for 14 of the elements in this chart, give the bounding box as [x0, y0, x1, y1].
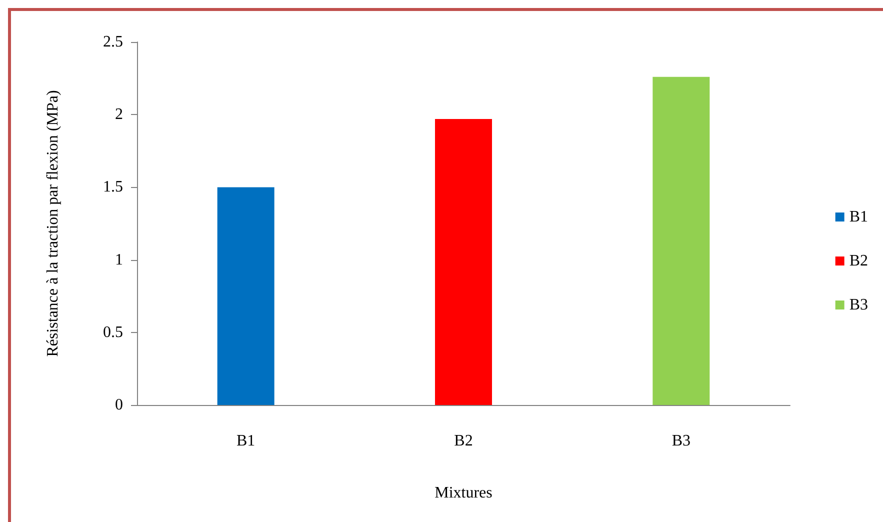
x-axis-title: Mixtures: [434, 484, 492, 502]
y-tick-label: 2.5: [103, 34, 123, 50]
y-axis-title: Résistance à la traction par flexion (MPa): [44, 90, 62, 357]
x-tick-label: B2: [454, 432, 473, 450]
y-tick-label: 1.5: [103, 178, 123, 196]
x-tick-label: B1: [236, 432, 256, 450]
y-tick-label: 1: [115, 251, 123, 268]
y-tick-label: 2: [115, 106, 123, 124]
legend-label: B1: [849, 208, 868, 226]
x-tick-label: B3: [672, 432, 691, 450]
legend-label: B2: [849, 252, 868, 270]
y-tick-label: 0.5: [103, 324, 123, 341]
legend-label: B3: [849, 296, 868, 314]
y-tick-label: 0: [115, 396, 123, 414]
